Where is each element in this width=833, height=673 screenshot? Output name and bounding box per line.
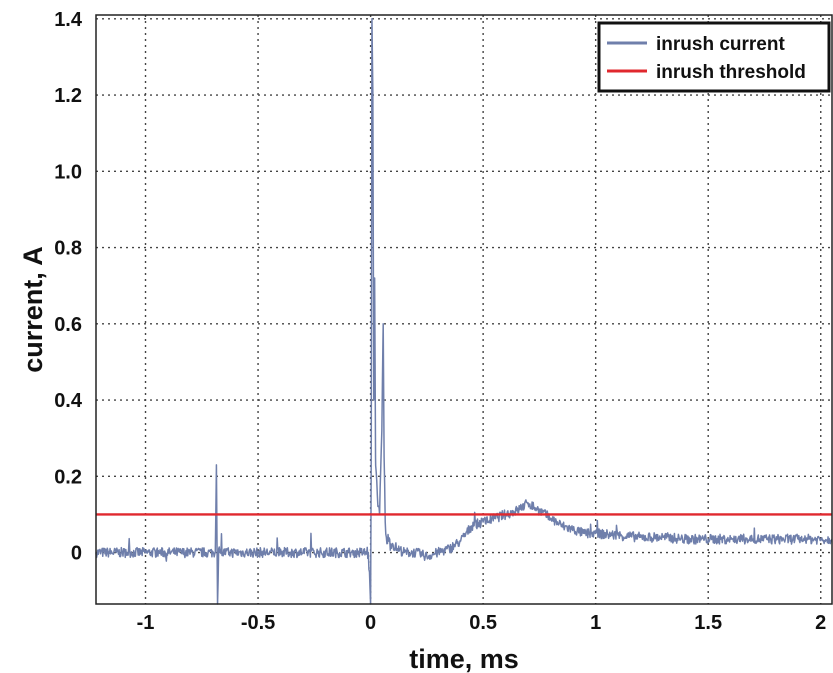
grid-lines bbox=[96, 15, 832, 604]
plot-frame bbox=[95, 14, 833, 605]
x-tick-label: 2 bbox=[815, 612, 826, 634]
y-tick-label: 1.2 bbox=[54, 85, 82, 107]
y-axis-title: current, A bbox=[18, 246, 48, 373]
legend-box bbox=[597, 21, 831, 93]
x-tick-label: -1 bbox=[137, 612, 155, 634]
x-tick-label: 1.5 bbox=[694, 612, 722, 634]
legend-label-inrush-threshold: inrush threshold bbox=[656, 62, 806, 83]
series-line-inrush-current bbox=[95, 18, 833, 605]
x-tick-label: 1 bbox=[590, 612, 601, 634]
y-tick-label: 1.0 bbox=[54, 161, 82, 183]
legend: inrush current inrush threshold bbox=[597, 21, 831, 93]
x-tick-label: 0 bbox=[365, 612, 376, 634]
y-tick-label: 0.6 bbox=[54, 314, 82, 336]
tick-labels: -1 -0.5 0 0.5 1 1.5 2 0 0.2 0.4 0.6 0.8 1.0 1.2 1.4 bbox=[54, 9, 826, 634]
x-tick-label: 0.5 bbox=[469, 612, 497, 634]
legend-label-inrush-current: inrush current bbox=[656, 34, 785, 55]
y-tick-label: 0.2 bbox=[54, 466, 82, 488]
y-tick-label: 0 bbox=[71, 543, 82, 565]
y-tick-label: 1.4 bbox=[54, 9, 83, 31]
y-tick-label: 0.4 bbox=[54, 390, 83, 412]
x-axis-title: time, ms bbox=[409, 644, 519, 673]
y-tick-label: 0.8 bbox=[54, 238, 82, 260]
x-tick-label: -0.5 bbox=[241, 612, 275, 634]
series-layer bbox=[95, 18, 833, 605]
